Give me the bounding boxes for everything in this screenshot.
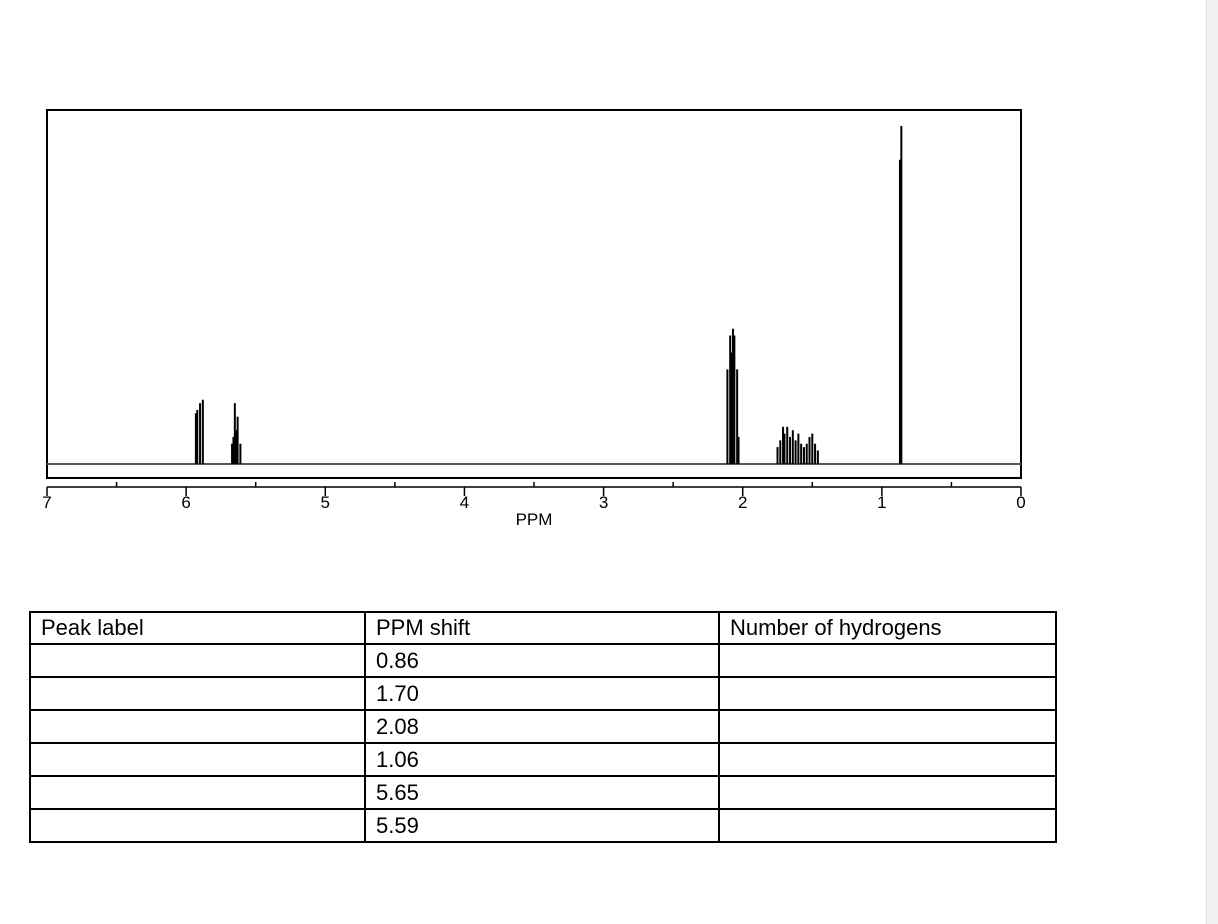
table-row: 5.59: [29, 808, 1057, 843]
peak-label-cell[interactable]: [29, 709, 366, 744]
x-tick-label: 4: [460, 493, 469, 512]
peak-table: Peak label PPM shift Number of hydrogens…: [29, 611, 1057, 843]
header-peak-label: Peak label: [29, 611, 366, 645]
x-axis-label: PPM: [516, 510, 553, 529]
x-tick-label: 3: [599, 493, 608, 512]
ppm-shift-cell: 2.08: [364, 709, 720, 744]
peak-label-cell[interactable]: [29, 808, 366, 843]
x-tick-label: 7: [42, 493, 51, 512]
ppm-shift-cell: 5.59: [364, 808, 720, 843]
x-tick-label: 5: [321, 493, 330, 512]
peak-label-cell[interactable]: [29, 676, 366, 711]
x-tick-label: 6: [181, 493, 190, 512]
hydrogen-count-cell[interactable]: [718, 709, 1057, 744]
x-tick-label: 1: [877, 493, 886, 512]
vertical-scrollbar[interactable]: [1206, 0, 1218, 924]
hydrogen-count-cell[interactable]: [718, 676, 1057, 711]
peak-label-cell[interactable]: [29, 775, 366, 810]
header-number-of-hydrogens: Number of hydrogens: [718, 611, 1057, 645]
table-row: 5.65: [29, 775, 1057, 810]
table-row: 1.70: [29, 676, 1057, 711]
x-tick-label: 2: [738, 493, 747, 512]
peak-label-cell[interactable]: [29, 742, 366, 777]
ppm-shift-cell: 1.70: [364, 676, 720, 711]
ppm-shift-cell: 5.65: [364, 775, 720, 810]
hydrogen-count-cell[interactable]: [718, 643, 1057, 678]
table-row: 0.86: [29, 643, 1057, 678]
plot-frame: [46, 109, 1022, 479]
table-row: 1.06: [29, 742, 1057, 777]
table-row: 2.08: [29, 709, 1057, 744]
table-header-row: Peak label PPM shift Number of hydrogens: [29, 611, 1057, 645]
peak-label-cell[interactable]: [29, 643, 366, 678]
hydrogen-count-cell[interactable]: [718, 742, 1057, 777]
ppm-shift-cell: 0.86: [364, 643, 720, 678]
x-tick-label: 0: [1016, 493, 1025, 512]
hydrogen-count-cell[interactable]: [718, 808, 1057, 843]
hydrogen-count-cell[interactable]: [718, 775, 1057, 810]
ppm-shift-cell: 1.06: [364, 742, 720, 777]
header-ppm-shift: PPM shift: [364, 611, 720, 645]
nmr-spectrum-chart: 7 6 5 4 3 2 1 0 PPM: [42, 109, 1026, 529]
